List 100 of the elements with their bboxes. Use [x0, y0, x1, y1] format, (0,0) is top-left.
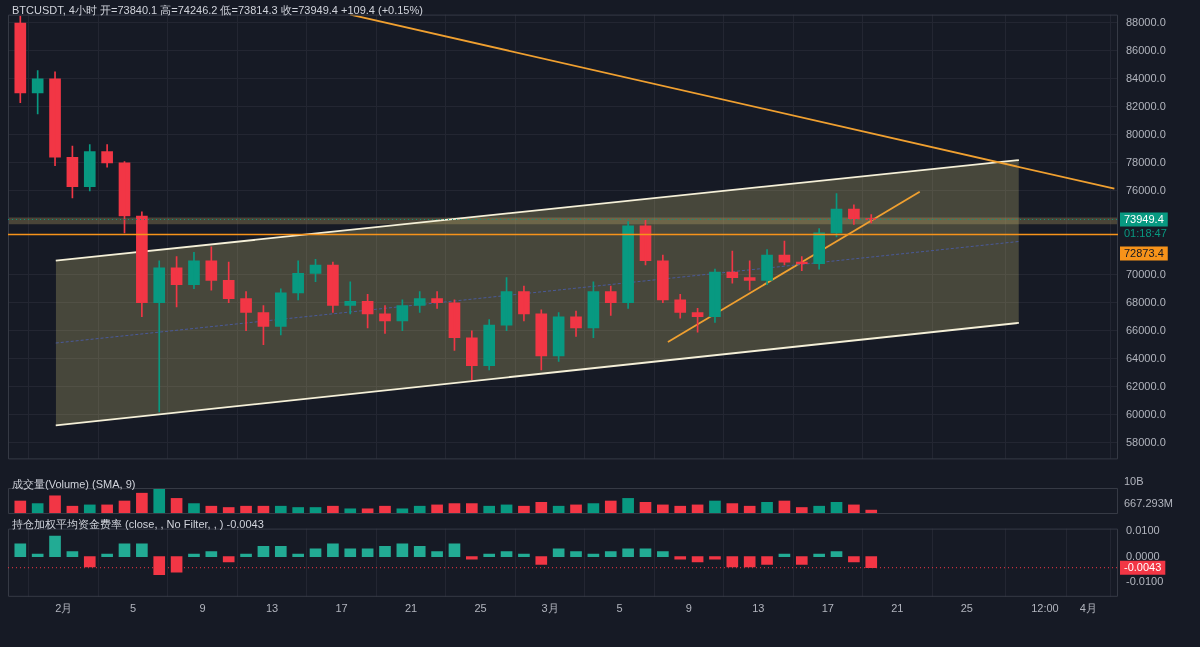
- bar: [604, 500, 617, 514]
- bar: [466, 503, 478, 514]
- bar: [622, 548, 634, 557]
- bar: [14, 543, 27, 557]
- x-tick-label: 21: [404, 602, 418, 615]
- bar: [674, 556, 687, 560]
- bar: [570, 551, 582, 557]
- bar: [222, 556, 235, 563]
- bar: [118, 543, 131, 557]
- bar: [795, 556, 808, 565]
- bar: [292, 507, 304, 514]
- bar: [188, 553, 200, 557]
- bar: [500, 551, 513, 557]
- x-tick-label: 3月: [541, 602, 559, 615]
- bar: [222, 507, 235, 514]
- bar: [726, 503, 739, 514]
- text: 667.293M: [1124, 497, 1173, 510]
- bar: [639, 548, 652, 557]
- y-tick-label: 86000.0: [1126, 44, 1166, 56]
- y-tick-label: 84000.0: [1126, 71, 1166, 84]
- x-tick-label: 25: [474, 602, 487, 615]
- bar: [431, 551, 443, 557]
- bar: [466, 556, 478, 560]
- y-tick-label: 0.0100: [1126, 523, 1160, 536]
- bar: [361, 548, 374, 557]
- bar: [813, 553, 825, 557]
- ref-line-label: 73949.4: [1124, 212, 1164, 225]
- y-tick-label: 60000.0: [1126, 407, 1166, 420]
- bar: [136, 543, 148, 557]
- bar: [761, 501, 773, 514]
- bar: [49, 535, 61, 557]
- x-tick-label: 13: [752, 602, 765, 615]
- y-tick-label: 64000.0: [1126, 351, 1166, 364]
- x-tick-label: 4月: [1079, 602, 1097, 615]
- bar: [274, 546, 287, 557]
- y-tick-label: 76000.0: [1126, 183, 1166, 196]
- bar: [552, 548, 565, 557]
- y-tick-label: 66000.0: [1126, 323, 1166, 336]
- y-tick-label: 88000.0: [1126, 16, 1166, 29]
- chart-title: 持仓加权平均资金费率 (close, , No Filter, , ) -0.0043: [12, 517, 264, 532]
- bar: [622, 498, 634, 514]
- x-tick-label: 25: [960, 602, 973, 615]
- bar: [379, 546, 391, 557]
- bar: [344, 548, 357, 557]
- y-tick-label: 78000.0: [1126, 155, 1166, 168]
- y-tick-label: 82000.0: [1126, 99, 1166, 112]
- y-tick-label: 58000.0: [1126, 435, 1166, 448]
- x-tick-label: 2月: [55, 602, 73, 615]
- x-tick-label: 12:00: [1031, 602, 1059, 615]
- candlestick: [743, 260, 756, 291]
- text: 01:18:47: [1124, 226, 1167, 239]
- bar: [761, 556, 773, 565]
- bar: [709, 500, 721, 514]
- bar: [327, 543, 339, 557]
- chart-title: 成交量(Volume) (SMA, 9): [12, 477, 136, 492]
- bar: [240, 553, 252, 557]
- text: 10B: [1124, 475, 1144, 488]
- bar: [188, 503, 200, 514]
- bar: [396, 543, 409, 557]
- ref-line-label: -0.0043: [1124, 560, 1162, 573]
- bar: [344, 508, 357, 514]
- y-tick-label: 68000.0: [1126, 295, 1166, 308]
- bar: [257, 546, 270, 557]
- bar: [292, 553, 304, 557]
- bar: [709, 556, 721, 560]
- bar: [604, 551, 617, 557]
- bar: [483, 553, 496, 557]
- chart-title: BTCUSDT, 4小时 开=73840.1 高=74246.2 低=73814.3 收=73949.4 +109.4 (+0.15%): [12, 3, 423, 18]
- y-tick-label: 0.0000: [1126, 549, 1160, 562]
- ref-line-label: 72873.4: [1124, 246, 1164, 259]
- bar: [795, 507, 808, 514]
- x-tick-label: 17: [335, 602, 348, 615]
- bar: [66, 551, 79, 557]
- x-tick-label: 9: [199, 602, 206, 615]
- bar: [101, 553, 113, 557]
- bar: [136, 492, 148, 514]
- bar: [14, 500, 27, 514]
- bar: [535, 501, 548, 514]
- bar: [49, 495, 61, 514]
- bar: [535, 556, 548, 565]
- bar: [448, 543, 461, 557]
- bar: [153, 488, 166, 514]
- bar: [657, 551, 669, 557]
- bar: [691, 556, 704, 563]
- x-tick-label: 17: [821, 602, 834, 615]
- candlestick: [413, 291, 426, 313]
- x-tick-label: 13: [265, 602, 279, 615]
- bar: [309, 548, 322, 557]
- x-tick-label: 9: [685, 602, 692, 615]
- y-tick-label: 62000.0: [1126, 379, 1166, 392]
- x-tick-label: 21: [891, 602, 904, 615]
- bar: [205, 551, 218, 557]
- x-tick-label: 5: [616, 602, 623, 615]
- bar: [830, 551, 843, 557]
- y-tick-label: 70000.0: [1126, 267, 1166, 280]
- x-tick-label: 5: [130, 602, 137, 615]
- bar: [848, 556, 860, 563]
- y-tick-label: 80000.0: [1126, 127, 1166, 140]
- bar: [518, 553, 530, 557]
- y-tick-label: -0.0100: [1126, 575, 1164, 588]
